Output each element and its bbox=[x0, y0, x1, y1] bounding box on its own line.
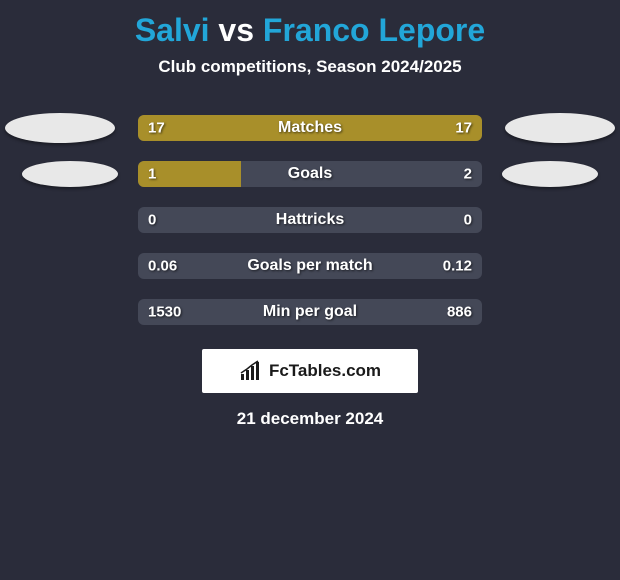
comparison-card: Salvi vs Franco Lepore Club competitions… bbox=[0, 0, 620, 429]
vs-label: vs bbox=[218, 12, 254, 48]
bar-left-fill bbox=[138, 161, 241, 187]
stat-row: 0Hattricks0 bbox=[0, 197, 620, 243]
bar-right-fill bbox=[310, 115, 482, 141]
player1-marker bbox=[22, 161, 118, 187]
player2-name: Franco Lepore bbox=[263, 12, 485, 48]
date-label: 21 december 2024 bbox=[0, 409, 620, 429]
bar-left-fill bbox=[138, 115, 310, 141]
bar-track bbox=[138, 115, 482, 141]
subtitle: Club competitions, Season 2024/2025 bbox=[0, 57, 620, 77]
branding-text: FcTables.com bbox=[269, 361, 381, 381]
branding-badge: FcTables.com bbox=[202, 349, 418, 393]
stat-row: 1Goals2 bbox=[0, 151, 620, 197]
stat-row: 17Matches17 bbox=[0, 105, 620, 151]
player1-name: Salvi bbox=[135, 12, 210, 48]
stats-grid: 17Matches171Goals20Hattricks00.06Goals p… bbox=[0, 105, 620, 335]
page-title: Salvi vs Franco Lepore bbox=[0, 12, 620, 49]
stat-row: 0.06Goals per match0.12 bbox=[0, 243, 620, 289]
bar-track bbox=[138, 161, 482, 187]
bar-track bbox=[138, 207, 482, 233]
bar-track bbox=[138, 299, 482, 325]
player1-marker bbox=[5, 113, 115, 143]
player2-marker bbox=[502, 161, 598, 187]
stat-row: 1530Min per goal886 bbox=[0, 289, 620, 335]
player2-marker bbox=[505, 113, 615, 143]
chart-icon bbox=[239, 360, 265, 382]
bar-track bbox=[138, 253, 482, 279]
